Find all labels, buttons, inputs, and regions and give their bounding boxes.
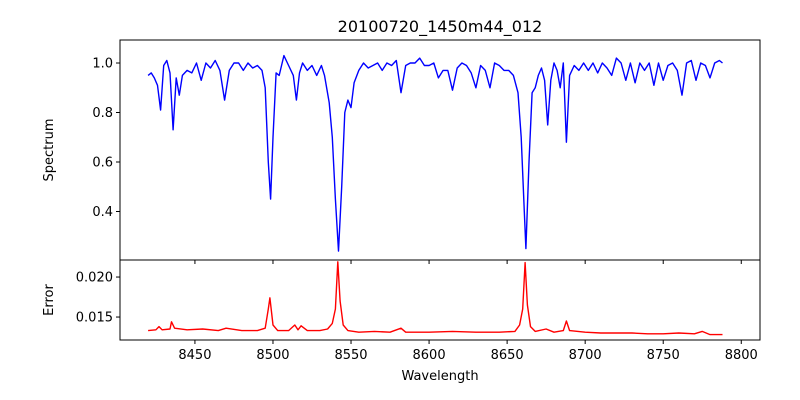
error-axes: 0.015 0.020 8450 8500 8550 8600 8650 8700 8750 88… xyxy=(76,259,761,363)
x-tick-label: 8700 xyxy=(569,348,602,363)
x-tick-label: 8500 xyxy=(256,348,289,363)
x-tick-label: 8650 xyxy=(491,348,524,363)
y-tick-label: 0.6 xyxy=(92,156,113,171)
x-tick-label: 8800 xyxy=(725,348,758,363)
x-tick-label: 8600 xyxy=(413,348,446,363)
error-ylabel: Error xyxy=(42,284,57,316)
axes-frame xyxy=(119,259,761,341)
spectrum-line xyxy=(147,54,723,252)
error-line xyxy=(148,261,723,336)
spectrum-ylabel: Spectrum xyxy=(42,119,57,182)
y-tick-label: 0.020 xyxy=(76,271,113,286)
x-tick-label: 8750 xyxy=(647,348,680,363)
chart-title: 20100720_1450m44_012 xyxy=(338,17,543,37)
xlabel: Wavelength xyxy=(401,369,478,384)
y-tick-label: 1.0 xyxy=(92,57,113,72)
y-tick-label: 0.4 xyxy=(92,205,113,220)
x-tick-label: 8450 xyxy=(178,348,211,363)
y-tick-label: 0.8 xyxy=(92,106,113,121)
y-tick-label: 0.015 xyxy=(76,311,113,326)
x-tick-label: 8550 xyxy=(334,348,367,363)
